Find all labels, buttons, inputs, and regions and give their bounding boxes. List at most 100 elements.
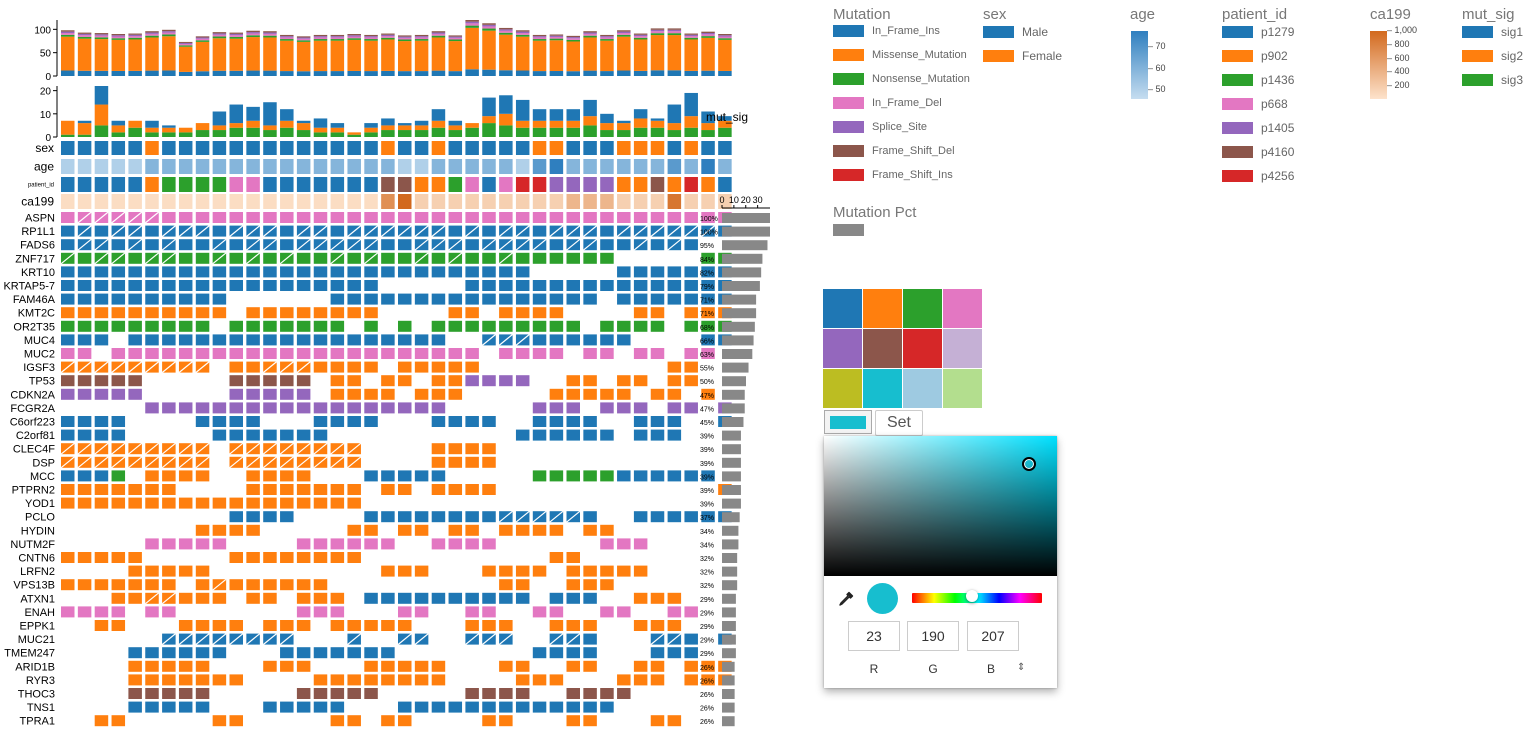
top-bar-segment xyxy=(667,35,682,71)
saturation-value-area[interactable] xyxy=(824,436,1057,576)
oncoprint-cell xyxy=(347,484,361,495)
red-input[interactable] xyxy=(848,621,900,651)
oncoprint-cell xyxy=(684,470,698,482)
saturation-value-handle[interactable] xyxy=(1022,457,1036,471)
eyedropper-icon[interactable] xyxy=(838,591,854,607)
sig-bar-segment xyxy=(549,120,564,128)
palette-swatch[interactable] xyxy=(823,289,863,329)
oncoprint-cell xyxy=(398,511,412,523)
oncoprint-cell xyxy=(330,293,345,305)
oncoprint-cell xyxy=(532,293,547,305)
oncoprint-cell xyxy=(77,497,92,509)
oncoprint-cell-hatch xyxy=(330,252,345,265)
gene-label: FADS6 xyxy=(20,240,55,252)
oncoprint-cell xyxy=(145,647,159,659)
sig-bar-segment xyxy=(684,127,698,137)
oncoprint-cell xyxy=(347,552,361,563)
oncoprint-cell xyxy=(330,334,345,346)
oncoprint-cell-hatch xyxy=(212,633,227,646)
oncoprint-cell xyxy=(246,280,260,291)
sig-bar-segment xyxy=(364,132,378,137)
oncoprint-cell xyxy=(229,348,243,359)
oncoprint-cell-hatch xyxy=(296,238,311,251)
annotation-cell-age xyxy=(263,159,277,174)
oncoprint-cell xyxy=(94,470,109,482)
oncoprint-cell xyxy=(313,334,328,346)
green-label: G xyxy=(928,662,938,676)
oncoprint-cell xyxy=(313,688,328,699)
oncoprint-cell xyxy=(583,348,597,359)
annotation-cell-sex xyxy=(617,141,631,155)
annotation-cell-ca199 xyxy=(448,194,463,209)
annotation-cell-ca199 xyxy=(499,194,513,209)
top-bar-segment xyxy=(263,37,277,71)
oncoprint-cell xyxy=(583,252,597,264)
oncoprint-cell xyxy=(532,402,547,414)
current-color-button[interactable] xyxy=(824,410,872,434)
top-bar-segment xyxy=(212,32,227,34)
oncoprint-cell xyxy=(145,497,159,509)
oncoprint-cell-hatch xyxy=(414,225,429,238)
top-bar-segment xyxy=(61,36,75,71)
annotation-cell-patient_id xyxy=(313,177,328,192)
oncoprint-cell xyxy=(684,647,698,659)
oncoprint-cell xyxy=(701,252,715,264)
oncoprint-cell xyxy=(650,647,665,659)
set-button[interactable]: Set xyxy=(875,410,923,436)
legend-patient-id-item: p902 xyxy=(1222,49,1288,63)
oncoprint-cell xyxy=(195,565,210,577)
hue-slider-handle[interactable] xyxy=(966,590,978,602)
blue-input[interactable] xyxy=(967,621,1019,651)
oncoprint-cell xyxy=(313,212,328,223)
pct-axis-tick-label: 10 xyxy=(729,195,739,205)
toggle-format-icon[interactable]: ⇕ xyxy=(1017,662,1026,673)
oncoprint-cell xyxy=(650,320,665,332)
palette-swatch[interactable] xyxy=(823,369,863,409)
oncoprint-cell xyxy=(178,565,193,577)
oncoprint-cell xyxy=(499,266,513,278)
oncoprint-cell-hatch xyxy=(77,442,92,455)
gene-percentage-label: 29% xyxy=(700,597,714,604)
palette-swatch[interactable] xyxy=(823,329,863,369)
oncoprint-cell xyxy=(431,320,446,332)
oncoprint-cell xyxy=(246,497,260,509)
oncoprint-cell-hatch xyxy=(195,633,210,646)
annotation-cell-patient_id xyxy=(684,177,698,192)
oncoprint-cell-hatch xyxy=(128,456,143,469)
palette-swatch[interactable] xyxy=(863,329,903,369)
oncoprint-cell xyxy=(94,606,109,618)
oncoprint-cell xyxy=(195,307,210,319)
oncoprint-cell xyxy=(617,293,631,305)
sig-bar-segment xyxy=(280,127,294,137)
pct-axis-tick-label: 30 xyxy=(753,195,763,205)
oncoprint-cell xyxy=(364,538,378,550)
palette-swatch[interactable] xyxy=(863,289,903,329)
sig-bar-segment xyxy=(515,99,530,121)
oncoprint-cell xyxy=(77,606,92,618)
top-bar-segment xyxy=(178,41,193,43)
oncoprint-cell xyxy=(128,579,142,591)
oncoprint-cell xyxy=(364,524,378,536)
oncoprint-cell xyxy=(532,524,547,536)
oncoprint-cell xyxy=(482,416,496,427)
palette-swatch[interactable] xyxy=(903,329,943,369)
legend-patient-id-label: p902 xyxy=(1261,49,1288,63)
oncoprint-cell xyxy=(263,701,277,713)
oncoprint-cell xyxy=(381,484,395,495)
sig-bar-segment xyxy=(162,132,176,137)
oncoprint-cell xyxy=(94,307,109,319)
oncoprint-cell-hatch xyxy=(77,361,92,374)
palette-swatch[interactable] xyxy=(943,329,983,369)
top-bar-tick-label: 0 xyxy=(45,72,51,83)
oncoprint-cell xyxy=(482,606,496,618)
oncoprint-cell xyxy=(195,212,210,223)
palette-swatch[interactable] xyxy=(943,289,983,329)
top-bar-segment xyxy=(145,33,159,36)
green-input[interactable] xyxy=(907,621,959,651)
annotation-cell-age xyxy=(718,159,732,174)
oncoprint-cell xyxy=(195,334,210,346)
palette-swatch[interactable] xyxy=(903,369,943,409)
palette-swatch[interactable] xyxy=(943,369,983,409)
palette-swatch[interactable] xyxy=(863,369,903,409)
palette-swatch[interactable] xyxy=(903,289,943,329)
